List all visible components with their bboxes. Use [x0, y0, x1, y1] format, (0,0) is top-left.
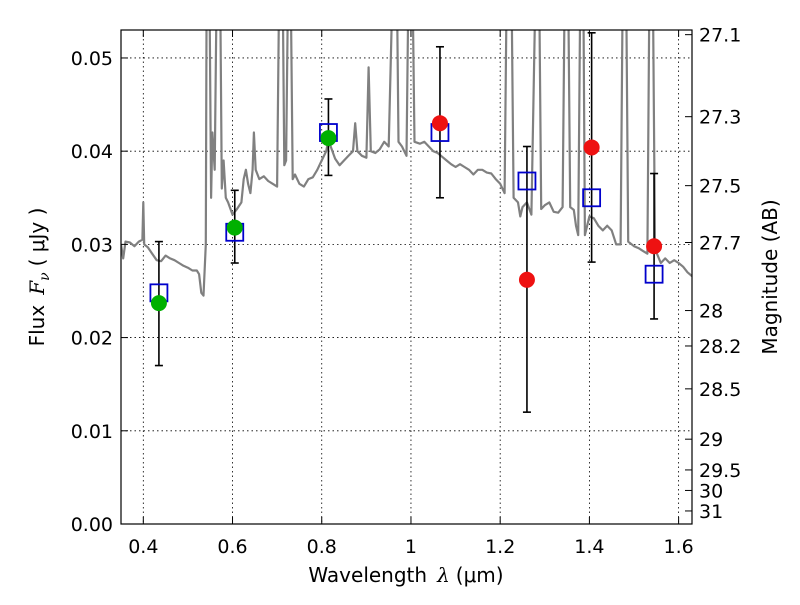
- x-axis-title: Wavelength λ (μm): [308, 563, 503, 587]
- y2-tick-label: 29.5: [699, 460, 741, 482]
- y2-tick-label: 31: [699, 501, 723, 523]
- x-tick-label: 1: [405, 536, 417, 558]
- observed-flux-point: [518, 271, 535, 288]
- x-tick-label: 1.6: [664, 536, 694, 558]
- y-tick-label: 0.05: [71, 48, 113, 70]
- y2-tick-label: 27.1: [699, 25, 741, 47]
- y2-tick-label: 27.3: [699, 107, 741, 129]
- y2-tick-label: 30: [699, 480, 723, 502]
- y2-axis-title: Magnitude (AB): [758, 199, 782, 354]
- y-tick-label: 0.02: [71, 328, 113, 350]
- y2-tick-label: 29: [699, 429, 723, 451]
- x-tick-label: 1.2: [485, 536, 515, 558]
- observed-flux-point: [320, 130, 337, 147]
- observed-flux-point: [431, 115, 448, 132]
- tick-layer: 0.4 0.6 0.8 1 1.2 1.4 1.6 0.00 0.01 0.02 0.03 0.04 0…: [71, 25, 742, 558]
- observed-flux-point: [646, 238, 663, 255]
- model-spectrum-line: [121, 30, 692, 297]
- y2-tick-label: 28.2: [699, 336, 741, 358]
- model-spectrum-layer: [121, 30, 692, 297]
- model-flux-square: [644, 264, 664, 284]
- y-axis-title: FluxFν( μJy ): [25, 208, 53, 347]
- y2-tick-label: 27.7: [699, 233, 741, 255]
- model-flux-square: [517, 171, 537, 191]
- observed-flux-point: [583, 139, 600, 156]
- x-tick-label: 0.4: [128, 536, 158, 558]
- observed-flux-point: [226, 219, 243, 236]
- x-tick-label: 0.8: [307, 536, 337, 558]
- plot-frame: [120, 29, 693, 525]
- y-tick-label: 0.03: [71, 234, 113, 256]
- y2-tick-label: 28.5: [699, 379, 741, 401]
- y2-tick-label: 27.5: [699, 176, 741, 198]
- y2-tick-label: 28: [699, 301, 723, 323]
- y-tick-label: 0.01: [71, 421, 113, 443]
- x-tick-label: 1.4: [574, 536, 604, 558]
- y-tick-label: 0.00: [71, 514, 113, 536]
- marker-layer: [149, 115, 664, 312]
- model-flux-square: [582, 188, 602, 208]
- x-tick-label: 0.6: [217, 536, 247, 558]
- observed-flux-point: [150, 295, 167, 312]
- y-tick-label: 0.04: [71, 141, 113, 163]
